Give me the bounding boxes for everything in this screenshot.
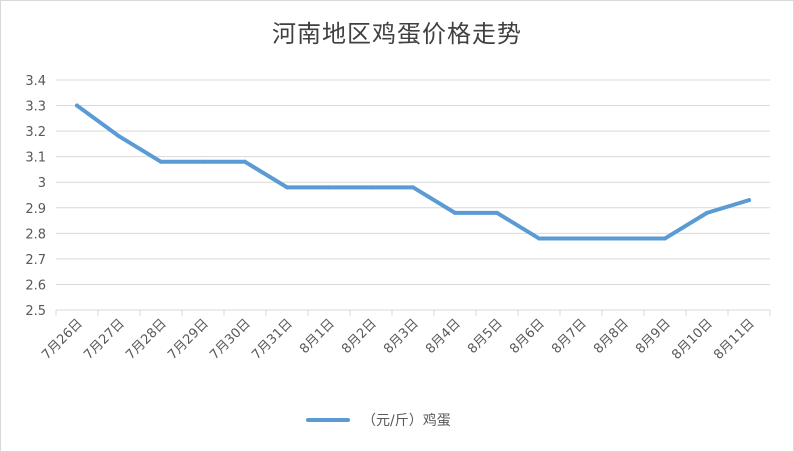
data-point (747, 198, 751, 203)
data-point (201, 159, 205, 164)
data-point (285, 185, 289, 190)
data-point (411, 185, 415, 190)
data-point (243, 159, 247, 164)
gridlines (56, 79, 770, 311)
data-point (537, 236, 541, 241)
x-tick-label: 8月8日 (591, 316, 632, 357)
data-point (705, 210, 709, 215)
legend-swatch (306, 418, 350, 422)
chart-title: 河南地区鸡蛋价格走势 (272, 20, 522, 48)
x-tick-label: 8月7日 (549, 316, 590, 357)
y-tick-label: 3.1 (25, 151, 46, 166)
x-tick-label: 7月28日 (123, 316, 170, 363)
y-axis-labels: 2.5 2.6 2.7 2.8 2.9 3 3.1 3.2 3.3 3.4 (25, 74, 46, 319)
x-tick-label: 7月27日 (81, 316, 128, 363)
data-point (327, 185, 331, 190)
x-tick-label: 8月3日 (381, 316, 422, 357)
x-tick-label: 7月30日 (207, 316, 254, 363)
x-tick-label: 8月11日 (711, 316, 758, 363)
x-tick-label: 8月9日 (633, 316, 674, 357)
y-tick-label: 2.8 (25, 227, 46, 242)
x-tick-label: 8月1日 (297, 316, 338, 357)
x-tick-label: 8月10日 (669, 316, 716, 363)
series-layer (75, 103, 751, 241)
data-point (579, 236, 583, 241)
y-tick-label: 2.5 (25, 304, 46, 319)
x-tick-label: 8月2日 (339, 316, 380, 357)
y-tick-label: 3 (38, 176, 46, 191)
x-tick-label: 7月31日 (249, 316, 296, 363)
series-line (75, 103, 751, 241)
y-tick-label: 3.4 (25, 74, 46, 89)
data-point (75, 103, 79, 108)
data-point (453, 210, 457, 215)
data-point (369, 185, 373, 190)
x-tick-label: 8月5日 (465, 316, 506, 357)
data-point (159, 159, 163, 164)
y-tick-label: 2.9 (25, 202, 46, 217)
y-tick-label: 3.2 (25, 125, 46, 140)
y-tick-label: 3.3 (25, 100, 46, 115)
data-point (117, 134, 121, 139)
y-tick-label: 2.7 (25, 253, 46, 268)
x-tick-label: 7月26日 (39, 316, 86, 363)
x-tick-label: 8月6日 (507, 316, 548, 357)
data-point (621, 236, 625, 241)
x-tick-label: 8月4日 (423, 316, 464, 357)
data-point (495, 210, 499, 215)
legend: （元/斤）鸡蛋 (306, 410, 451, 430)
y-tick-label: 2.6 (25, 278, 46, 293)
legend-label: （元/斤）鸡蛋 (362, 413, 451, 429)
x-tick-label: 7月29日 (165, 316, 212, 363)
data-point (663, 236, 667, 241)
